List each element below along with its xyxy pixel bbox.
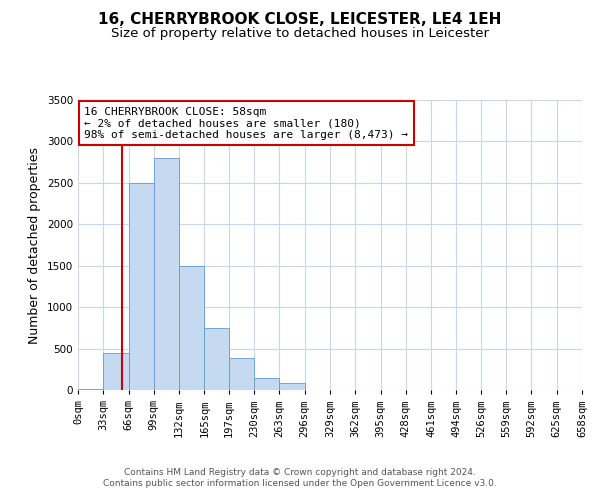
Bar [154,158,179,390]
Bar [103,352,128,390]
Text: 16, CHERRYBROOK CLOSE, LEICESTER, LE4 1EH: 16, CHERRYBROOK CLOSE, LEICESTER, LE4 1E… [98,12,502,28]
Bar [280,384,305,390]
Bar [254,378,280,390]
Bar [78,389,103,390]
Text: 16 CHERRYBROOK CLOSE: 58sqm
← 2% of detached houses are smaller (180)
98% of sem: 16 CHERRYBROOK CLOSE: 58sqm ← 2% of deta… [84,106,408,140]
Text: Size of property relative to detached houses in Leicester: Size of property relative to detached ho… [111,28,489,40]
Bar [229,358,254,390]
Bar [179,266,205,390]
Y-axis label: Number of detached properties: Number of detached properties [28,146,41,344]
Text: Contains HM Land Registry data © Crown copyright and database right 2024.
Contai: Contains HM Land Registry data © Crown c… [103,468,497,487]
Bar [205,328,229,390]
Bar [128,183,154,390]
